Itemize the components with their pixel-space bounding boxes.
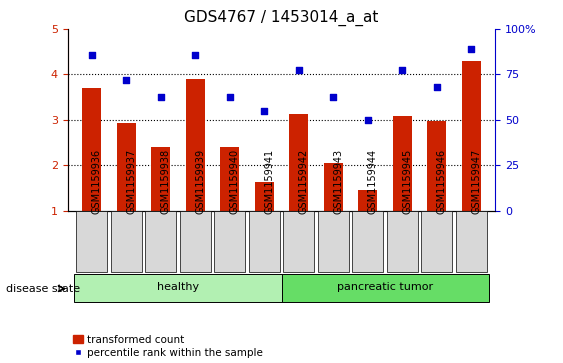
FancyBboxPatch shape [111,211,142,272]
Point [122,77,131,83]
Bar [289,114,309,211]
Point [398,67,407,73]
Text: pancreatic tumor: pancreatic tumor [337,282,433,292]
Bar [358,190,377,211]
FancyBboxPatch shape [214,211,245,272]
Bar [220,147,239,211]
Bar [462,61,481,211]
Point [225,94,234,100]
Bar [324,163,343,211]
Point [467,46,476,52]
FancyBboxPatch shape [74,274,282,302]
FancyBboxPatch shape [352,211,383,272]
Point [87,52,96,58]
Text: GSM1159946: GSM1159946 [437,148,447,213]
Text: GSM1159936: GSM1159936 [92,148,102,213]
Bar [393,116,412,211]
Text: GSM1159942: GSM1159942 [299,148,309,213]
Point [363,117,372,123]
Bar [186,79,205,211]
Text: GSM1159937: GSM1159937 [126,148,136,213]
Text: GSM1159939: GSM1159939 [195,148,205,213]
FancyBboxPatch shape [180,211,211,272]
FancyBboxPatch shape [76,211,107,272]
Title: GDS4767 / 1453014_a_at: GDS4767 / 1453014_a_at [184,10,379,26]
Legend: transformed count, percentile rank within the sample: transformed count, percentile rank withi… [73,335,263,358]
Bar [254,182,274,211]
FancyBboxPatch shape [387,211,418,272]
Text: GSM1159947: GSM1159947 [471,148,481,213]
Bar [151,147,170,211]
FancyBboxPatch shape [456,211,487,272]
Text: GSM1159944: GSM1159944 [368,148,378,213]
Point [294,67,303,73]
Bar [117,123,136,211]
Text: disease state: disease state [6,284,80,294]
FancyBboxPatch shape [283,211,314,272]
Text: healthy: healthy [157,282,199,292]
Point [329,94,338,100]
Point [191,52,200,58]
Text: GSM1159941: GSM1159941 [264,148,274,213]
FancyBboxPatch shape [318,211,349,272]
Text: GSM1159943: GSM1159943 [333,148,343,213]
Text: GSM1159940: GSM1159940 [230,148,240,213]
FancyBboxPatch shape [282,274,489,302]
FancyBboxPatch shape [421,211,452,272]
Point [260,108,269,114]
Text: GSM1159945: GSM1159945 [403,148,412,213]
Point [432,84,441,90]
Bar [82,88,101,211]
Text: GSM1159938: GSM1159938 [160,148,171,213]
FancyBboxPatch shape [145,211,176,272]
FancyBboxPatch shape [249,211,280,272]
Bar [427,121,446,211]
Point [156,94,165,100]
